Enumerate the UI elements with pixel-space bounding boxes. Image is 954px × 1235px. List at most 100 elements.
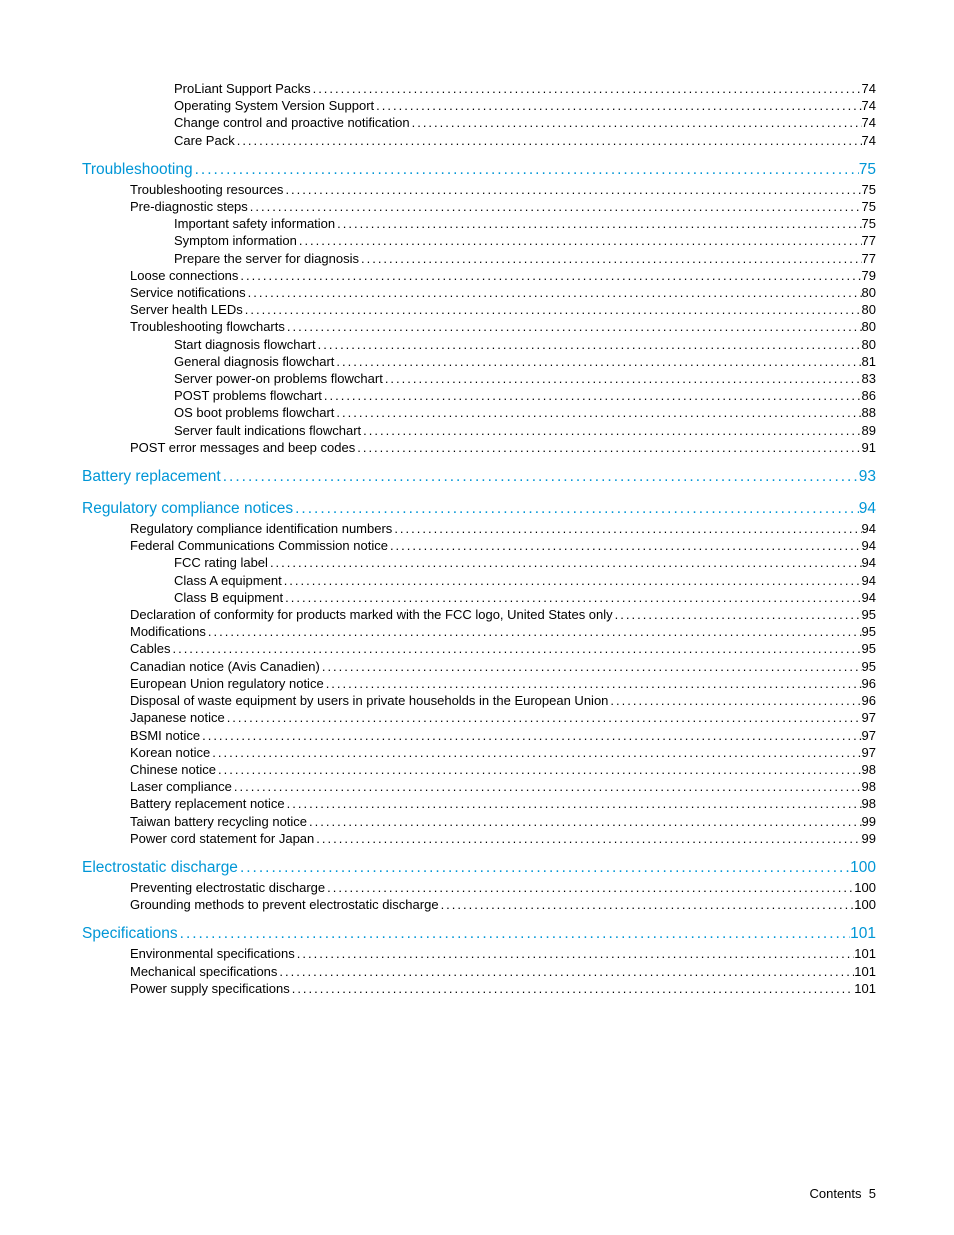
toc-entry: Server health LEDs 80 [82,301,876,318]
toc-leader-dots [246,284,862,301]
toc-entry-label: Class A equipment [174,572,282,589]
toc-leader-dots [297,232,862,249]
toc-leader-dots [355,439,861,456]
toc-entry-page: 98 [862,778,876,795]
toc-leader-dots [283,181,861,198]
toc-entry-label: Troubleshooting flowcharts [130,318,285,335]
toc-container: ProLiant Support Packs74Operating System… [82,80,876,997]
toc-entry-page: 101 [854,980,876,997]
toc-entry-label: European Union regulatory notice [130,675,324,692]
toc-entry-page: 97 [862,744,876,761]
toc-entry: Power cord statement for Japan99 [82,830,876,847]
toc-entry: Regulatory compliance identification num… [82,520,876,537]
toc-entry-label: Server power-on problems flowchart [174,370,383,387]
toc-entry-page: 80 [862,318,876,335]
toc-entry-page: 75 [862,198,876,215]
toc-entry-label: Prepare the server for diagnosis [174,250,359,267]
toc-entry-label: Server health LEDs [130,301,243,318]
toc-entry: Taiwan battery recycling notice99 [82,813,876,830]
toc-leader-dots [221,466,859,488]
toc-entry-page: 95 [862,623,876,640]
toc-leader-dots [388,537,862,554]
toc-entry-label: Regulatory compliance identification num… [130,520,392,537]
toc-section-heading[interactable]: Battery replacement93 [82,466,876,488]
toc-entry-label: Start diagnosis flowchart [174,336,316,353]
toc-entry-page: 75 [859,159,876,181]
toc-leader-dots [359,250,862,267]
toc-entry-page: 79 [862,267,876,284]
toc-entry-page: 74 [862,132,876,149]
toc-entry-label: POST problems flowchart [174,387,322,404]
toc-leader-dots [238,857,850,879]
toc-entry-label: Care Pack [174,132,235,149]
toc-leader-dots [290,980,855,997]
toc-entry-label: Laser compliance [130,778,232,795]
toc-entry-page: 77 [862,250,876,267]
toc-leader-dots [293,498,859,520]
toc-entry: Modifications95 [82,623,876,640]
toc-entry-page: 74 [862,97,876,114]
toc-entry-label: Change control and proactive notificatio… [174,114,410,131]
toc-entry-page: 83 [862,370,876,387]
toc-entry-label: Symptom information [174,232,297,249]
toc-entry-label: POST error messages and beep codes [130,439,355,456]
toc-entry-label: Troubleshooting [82,159,193,181]
toc-leader-dots [307,813,862,830]
toc-leader-dots [225,709,862,726]
toc-entry-page: 100 [850,857,876,879]
toc-leader-dots [200,727,861,744]
toc-leader-dots [295,945,855,962]
toc-entry-page: 80 [862,301,876,318]
toc-entry: POST problems flowchart86 [82,387,876,404]
toc-leader-dots [238,267,861,284]
toc-entry: Power supply specifications 101 [82,980,876,997]
toc-entry-label: Mechanical specifications [130,963,277,980]
toc-entry-label: OS boot problems flowchart [174,404,334,421]
toc-entry-label: BSMI notice [130,727,200,744]
toc-leader-dots [283,589,861,606]
toc-entry-label: Federal Communications Commission notice [130,537,388,554]
toc-entry-label: Cables [130,640,170,657]
toc-entry-label: Environmental specifications [130,945,295,962]
toc-leader-dots [235,132,862,149]
toc-page: ProLiant Support Packs74Operating System… [0,0,954,1235]
toc-leader-dots [193,159,859,181]
toc-entry-label: Electrostatic discharge [82,857,238,879]
toc-entry: Change control and proactive notificatio… [82,114,876,131]
toc-entry: Federal Communications Commission notice… [82,537,876,554]
toc-leader-dots [335,215,861,232]
toc-entry: Mechanical specifications101 [82,963,876,980]
toc-entry: Server fault indications flowchart89 [82,422,876,439]
toc-leader-dots [282,572,862,589]
toc-entry-page: 75 [862,181,876,198]
toc-entry-page: 94 [862,589,876,606]
toc-entry: Declaration of conformity for products m… [82,606,876,623]
toc-entry-page: 97 [862,727,876,744]
toc-entry-label: Chinese notice [130,761,216,778]
toc-leader-dots [170,640,861,657]
toc-section-heading[interactable]: Electrostatic discharge 100 [82,857,876,879]
toc-entry-label: Power supply specifications [130,980,290,997]
toc-leader-dots [210,744,861,761]
toc-entry: Environmental specifications101 [82,945,876,962]
toc-section-heading[interactable]: Troubleshooting 75 [82,159,876,181]
toc-entry-label: Korean notice [130,744,210,761]
toc-entry-page: 98 [862,761,876,778]
toc-section-heading[interactable]: Regulatory compliance notices94 [82,498,876,520]
toc-section-heading[interactable]: Specifications101 [82,923,876,945]
toc-leader-dots [216,761,862,778]
toc-entry-label: Operating System Version Support [174,97,374,114]
toc-entry: Care Pack 74 [82,132,876,149]
toc-entry-label: Canadian notice (Avis Canadien) [130,658,320,675]
toc-entry-label: Grounding methods to prevent electrostat… [130,896,439,913]
toc-entry-page: 93 [859,466,876,488]
toc-entry-label: Server fault indications flowchart [174,422,361,439]
toc-entry-page: 98 [862,795,876,812]
toc-entry: ProLiant Support Packs74 [82,80,876,97]
toc-entry: Laser compliance 98 [82,778,876,795]
toc-entry-page: 100 [854,896,876,913]
toc-entry: OS boot problems flowchart88 [82,404,876,421]
toc-entry-label: General diagnosis flowchart [174,353,334,370]
toc-leader-dots [314,830,861,847]
toc-leader-dots [320,658,862,675]
